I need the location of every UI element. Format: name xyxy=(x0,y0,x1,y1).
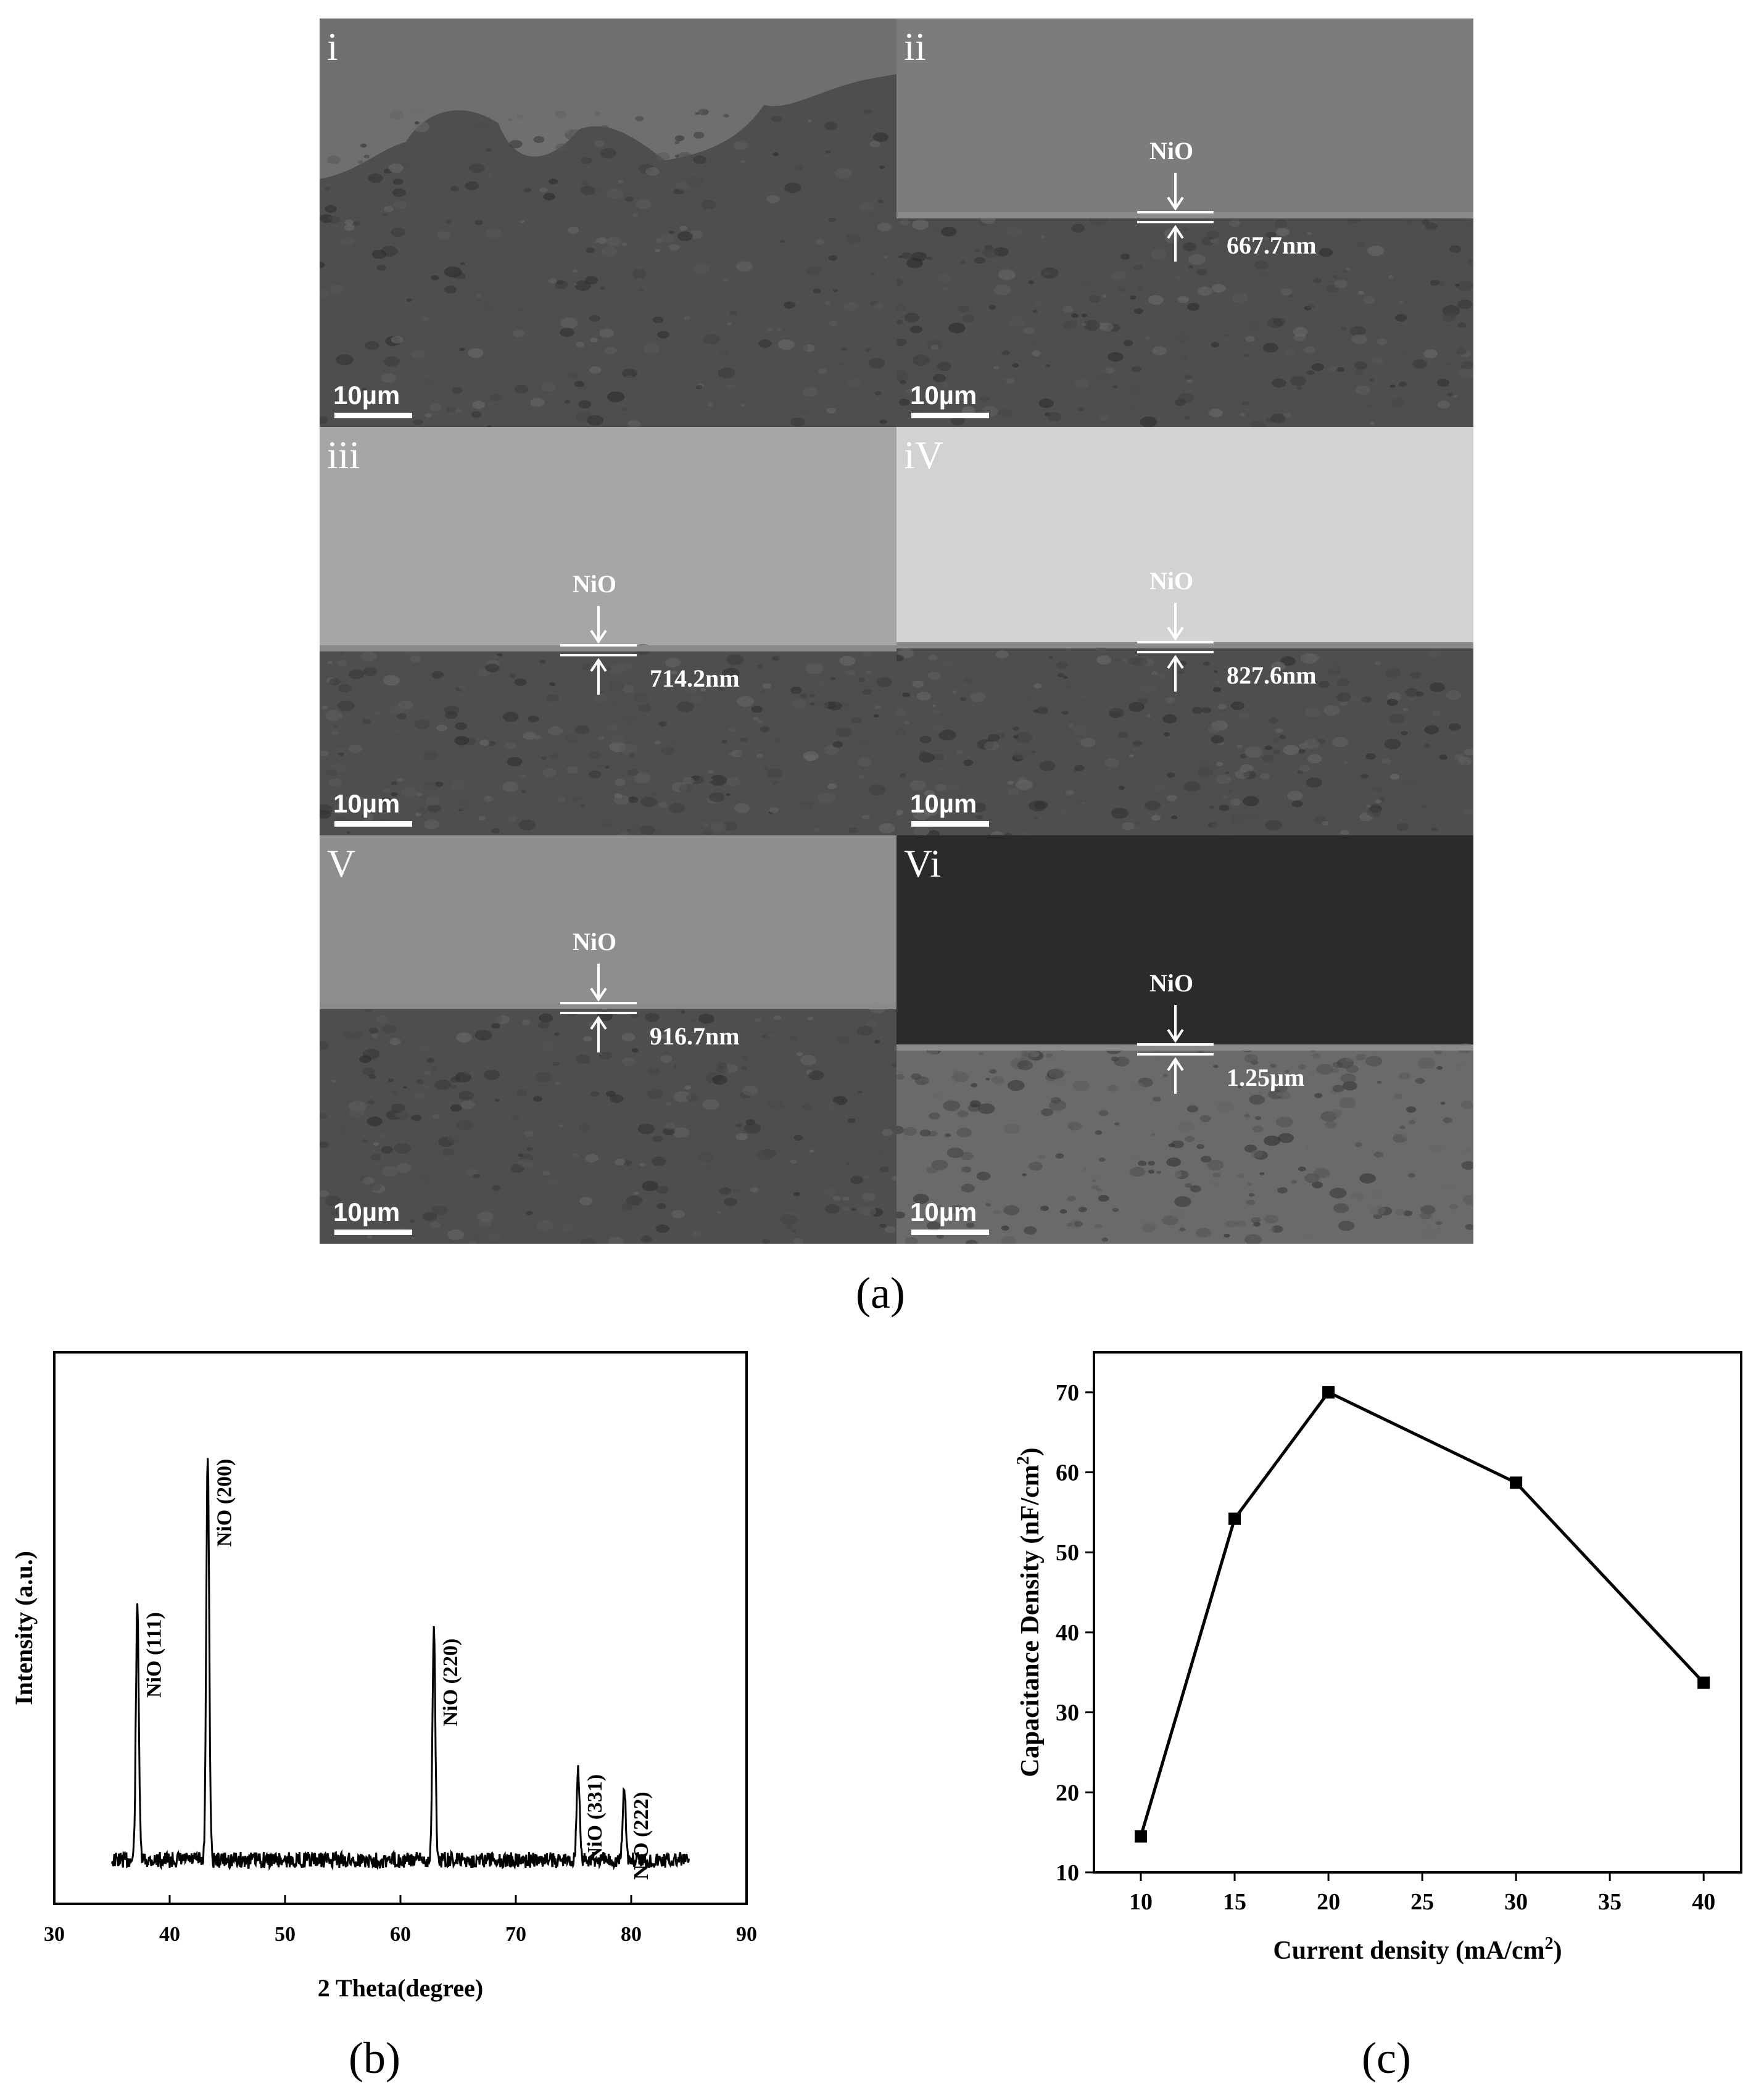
thickness-label: 1.25µm xyxy=(1227,1064,1305,1091)
sem-panel-iii: iii 10µm NiO 714.2nm xyxy=(320,427,896,835)
peak-label: NiO (111) xyxy=(143,1612,166,1698)
scale-bar-label: 10µm xyxy=(910,381,977,410)
x-tick-label-c: 20 xyxy=(1317,1889,1340,1915)
data-point xyxy=(1228,1512,1241,1525)
x-tick-label-b: 80 xyxy=(621,1923,642,1946)
y-tick-label-c: 30 xyxy=(1056,1700,1079,1726)
sem-image-grid: i 10µm ii 10µm NiO 667.7nm iii 10µm NiO 714.2nm iV… xyxy=(320,19,1473,1245)
y-axis-label-c: Capacitance Density (nF/cm2) xyxy=(1014,1447,1045,1777)
x-tick-label-b: 40 xyxy=(159,1923,180,1946)
scale-bar xyxy=(911,821,989,827)
x-tick-label-b: 30 xyxy=(44,1923,65,1946)
peak-label: NiO (220) xyxy=(439,1639,462,1727)
x-axis-label-c: Current density (mA/cm2) xyxy=(1273,1934,1562,1965)
thickness-label: 667.7nm xyxy=(1227,231,1317,259)
panel-label-vi: Vi xyxy=(904,841,942,885)
y-tick-label-c: 40 xyxy=(1056,1620,1079,1646)
panel-label-ii: ii xyxy=(904,25,926,68)
caption-c: (c) xyxy=(1362,2033,1411,2083)
thickness-label: 714.2nm xyxy=(650,664,740,692)
xrd-pattern-line xyxy=(111,1458,690,1871)
sem-panel-i: i 10µm xyxy=(320,19,896,427)
sem-panel-iv: iV 10µm NiO 827.6nm xyxy=(896,427,1473,835)
x-tick-label-c: 35 xyxy=(1598,1889,1621,1915)
nio-layer-label: NiO xyxy=(1149,969,1194,997)
y-tick-label-c: 20 xyxy=(1056,1780,1079,1806)
panel-label-i: i xyxy=(327,25,338,68)
y-tick-label-c: 70 xyxy=(1056,1380,1079,1406)
caption-a: (a) xyxy=(856,1268,905,1318)
y-tick-label-c: 50 xyxy=(1056,1540,1079,1566)
peak-label: NiO (331) xyxy=(584,1774,607,1862)
scale-bar-label: 10µm xyxy=(910,789,977,818)
scale-bar xyxy=(334,821,412,827)
y-tick-label-c: 60 xyxy=(1056,1460,1079,1486)
panel-label-iii: iii xyxy=(327,433,360,477)
x-tick-label-b: 60 xyxy=(390,1923,411,1946)
scale-bar xyxy=(334,1230,412,1235)
sem-panel-vi: Vi 10µm NiO 1.25µm xyxy=(896,835,1473,1244)
scale-bar-label: 10µm xyxy=(333,1197,400,1226)
scale-bar-label: 10µm xyxy=(333,789,400,818)
sem-panel-v: V 10µm NiO 916.7nm xyxy=(320,835,896,1244)
x-tick-label-c: 30 xyxy=(1504,1889,1528,1915)
plot-frame-c xyxy=(1093,1351,1742,1874)
data-point xyxy=(1697,1676,1710,1689)
x-tick-label-b: 70 xyxy=(505,1923,526,1946)
plot-frame-b xyxy=(53,1351,748,1905)
nio-layer-label: NiO xyxy=(1149,137,1194,165)
nio-layer-label: NiO xyxy=(573,928,617,956)
panel-label-iv: iV xyxy=(904,433,943,477)
x-tick-label-c: 10 xyxy=(1129,1889,1153,1915)
panel-label-v: V xyxy=(327,841,356,885)
peak-label: NiO (200) xyxy=(213,1459,236,1547)
capacitance-line xyxy=(1139,1390,1705,1837)
x-tick-label-c: 40 xyxy=(1692,1889,1715,1915)
scale-bar xyxy=(334,413,412,418)
scale-bar xyxy=(911,1230,989,1235)
data-point xyxy=(1135,1830,1148,1843)
x-tick-label-b: 50 xyxy=(275,1923,296,1946)
thickness-label: 827.6nm xyxy=(1227,661,1317,689)
nio-layer-label: NiO xyxy=(1149,567,1194,595)
nio-layer-label: NiO xyxy=(573,570,617,598)
x-tick-label-b: 90 xyxy=(736,1923,757,1946)
scale-bar xyxy=(911,413,989,418)
x-tick-label-c: 15 xyxy=(1223,1889,1246,1915)
y-tick-label-c: 10 xyxy=(1056,1860,1079,1886)
x-tick-label-c: 25 xyxy=(1410,1889,1434,1915)
caption-b: (b) xyxy=(349,2033,400,2083)
y-axis-label-b: Intensity (a.u.) xyxy=(10,1551,38,1705)
scale-bar-label: 10µm xyxy=(333,381,400,410)
x-axis-label-b: 2 Theta(degree) xyxy=(318,1974,483,2002)
sem-panel-ii: ii 10µm NiO 667.7nm xyxy=(896,19,1473,427)
thickness-label: 916.7nm xyxy=(650,1022,740,1050)
data-point xyxy=(1510,1476,1523,1489)
data-point xyxy=(1322,1386,1335,1399)
peak-label: NiO (222) xyxy=(630,1792,653,1880)
scale-bar-label: 10µm xyxy=(910,1197,977,1226)
